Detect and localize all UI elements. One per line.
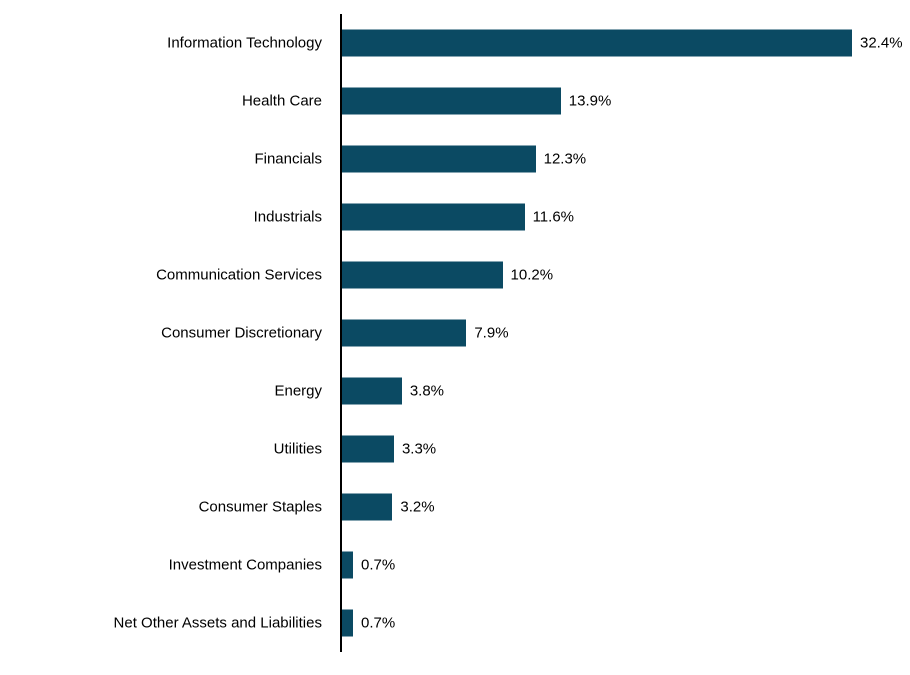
bar: [342, 146, 536, 173]
bar: [342, 204, 525, 231]
category-label: Information Technology: [167, 35, 322, 52]
chart-row: Utilities 3.3%: [0, 420, 910, 478]
category-label: Investment Companies: [169, 557, 322, 574]
value-label: 10.2%: [511, 267, 554, 284]
value-label: 7.9%: [474, 325, 508, 342]
value-label: 3.8%: [410, 383, 444, 400]
chart-row: Communication Services 10.2%: [0, 246, 910, 304]
bar: [342, 378, 402, 405]
category-label: Energy: [274, 383, 322, 400]
category-label: Utilities: [274, 441, 322, 458]
chart-row: Information Technology 32.4%: [0, 14, 910, 72]
chart-row: Consumer Staples 3.2%: [0, 478, 910, 536]
chart-row: Consumer Discretionary 7.9%: [0, 304, 910, 362]
chart-row: Health Care 13.9%: [0, 72, 910, 130]
chart-row: Industrials 11.6%: [0, 188, 910, 246]
bar: [342, 436, 394, 463]
value-label: 3.2%: [400, 499, 434, 516]
chart-row: Investment Companies 0.7%: [0, 536, 910, 594]
bar: [342, 30, 852, 57]
value-label: 3.3%: [402, 441, 436, 458]
category-label: Net Other Assets and Liabilities: [114, 615, 322, 632]
value-label: 13.9%: [569, 93, 612, 110]
value-label: 11.6%: [533, 209, 574, 226]
category-label: Communication Services: [156, 267, 322, 284]
bar: [342, 494, 392, 521]
chart-row: Energy 3.8%: [0, 362, 910, 420]
chart-row: Net Other Assets and Liabilities 0.7%: [0, 594, 910, 652]
bar: [342, 88, 561, 115]
category-label: Health Care: [242, 93, 322, 110]
bar: [342, 320, 466, 347]
sector-allocation-chart: Information Technology 32.4% Health Care 13…: [0, 0, 910, 675]
bar: [342, 262, 503, 289]
value-label: 0.7%: [361, 615, 395, 632]
category-label: Consumer Discretionary: [161, 325, 322, 342]
chart-row: Financials 12.3%: [0, 130, 910, 188]
category-label: Consumer Staples: [199, 499, 322, 516]
value-label: 32.4%: [860, 35, 903, 52]
value-label: 12.3%: [544, 151, 587, 168]
category-label: Industrials: [254, 209, 322, 226]
bar: [342, 610, 353, 637]
category-label: Financials: [254, 151, 322, 168]
value-label: 0.7%: [361, 557, 395, 574]
bar: [342, 552, 353, 579]
